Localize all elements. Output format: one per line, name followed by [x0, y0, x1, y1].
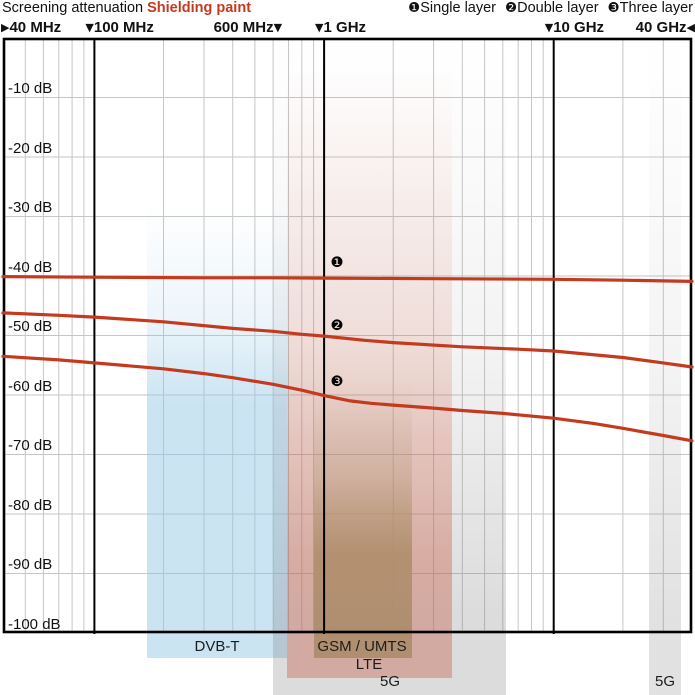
band-label: GSM / UMTS — [317, 638, 407, 655]
band-label: DVB-T — [194, 638, 240, 655]
y-axis-tick-label: -20 dB — [8, 140, 53, 157]
legend-item: ❸Three layer — [608, 0, 693, 16]
curve-marker-icon: ❸ — [330, 374, 344, 390]
page-title: Screening attenuation Shielding paint — [2, 0, 251, 17]
band-label: LTE — [355, 656, 383, 673]
chart-legend: ❶Single layer ❷Double layer ❸Three layer — [399, 0, 693, 17]
arrow-icon: ▼ — [544, 21, 554, 34]
arrow-icon: ▶ — [1, 21, 10, 34]
freq-tick-label: ▼1 GHz — [315, 19, 367, 36]
freq-tick-label: ▼100 MHz — [85, 19, 154, 36]
title-prefix: Screening attenuation — [2, 0, 148, 16]
legend-item: ❶Single layer — [408, 0, 496, 16]
curve-marker-icon: ❷ — [330, 318, 344, 334]
freq-tick-label: ▶40 MHz — [1, 19, 62, 36]
y-axis-tick-label: -70 dB — [8, 437, 53, 454]
legend-marker-icon: ❶ — [408, 0, 421, 16]
y-axis-tick-label: -60 dB — [8, 378, 53, 395]
legend-marker-icon: ❸ — [607, 0, 620, 16]
arrow-icon: ▼ — [315, 21, 324, 34]
freq-tick-label: 40 GHz◀ — [635, 19, 695, 36]
arrow-icon: ◀ — [686, 21, 695, 34]
band-5g — [273, 38, 506, 695]
curve-marker-icon: ❶ — [330, 255, 344, 271]
band-label: 5G — [379, 673, 401, 690]
arrow-icon: ▼ — [273, 21, 283, 34]
freq-tick-label: ▼10 GHz — [544, 19, 605, 36]
y-axis-tick-label: -80 dB — [8, 497, 53, 514]
legend-item: ❷Double layer — [505, 0, 599, 16]
arrow-icon: ▼ — [85, 21, 94, 34]
band-label: 5G — [654, 673, 676, 690]
legend-marker-icon: ❷ — [505, 0, 518, 16]
curve-single-layer — [1, 275, 694, 283]
y-axis-tick-label: -40 dB — [8, 259, 53, 276]
y-axis-tick-label: -50 dB — [8, 318, 53, 335]
y-axis-tick-label: -90 dB — [8, 556, 53, 573]
y-axis-tick-label: -30 dB — [8, 199, 53, 216]
freq-tick-label: 600 MHz▼ — [213, 19, 283, 36]
legend-label: Double layer — [517, 0, 599, 16]
title-highlight: Shielding paint — [147, 0, 252, 16]
band-lte — [287, 66, 452, 678]
legend-label: Single layer — [420, 0, 497, 16]
y-axis-tick-label: -10 dB — [8, 80, 53, 97]
legend-label: Three layer — [619, 0, 693, 16]
curve-three-layer — [1, 354, 694, 443]
y-axis-tick-label: -100 dB — [8, 616, 61, 633]
band-gsm-umts — [314, 383, 412, 658]
curve-double-layer — [1, 311, 694, 369]
band-5g — [649, 38, 681, 695]
